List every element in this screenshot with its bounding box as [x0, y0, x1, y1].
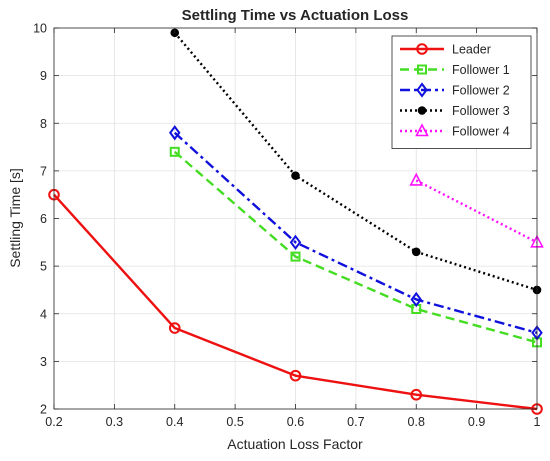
y-tick-label: 3	[40, 355, 47, 369]
data-point-leader	[289, 369, 302, 382]
legend-label: Follower 3	[452, 104, 510, 118]
series-follower-1	[169, 146, 542, 348]
legend-marker	[415, 123, 429, 137]
ticks: 0.2 0.3 0.4 0.5 0.6 0.7 0.8 0.9 1 2 3 4 5 6 7 8 9 10	[33, 22, 540, 430]
x-tick-label: 1	[534, 415, 541, 429]
legend-entry-follower-2: Follower 2	[400, 82, 510, 98]
chart-title: Settling Time vs Actuation Loss	[182, 7, 409, 24]
series-line-follower-1	[173, 150, 538, 344]
legend-entry-follower-4: Follower 4	[400, 123, 510, 139]
y-tick-label: 10	[33, 22, 47, 36]
data-point-follower-2	[289, 234, 302, 250]
y-tick-label: 5	[40, 260, 47, 274]
data-point-follower-1	[290, 251, 301, 262]
legend: Leader Follower 1 Follower 2 Follower 3 Foll…	[391, 35, 532, 149]
y-tick-label: 9	[40, 69, 47, 83]
y-tick-label: 2	[40, 403, 47, 417]
legend-marker	[416, 82, 428, 98]
legend-label: Follower 4	[452, 125, 510, 139]
legend-label: Leader	[452, 43, 491, 57]
data-point-follower-4	[409, 172, 424, 186]
x-tick-label: 0.5	[226, 415, 243, 429]
data-point-follower-3	[291, 171, 300, 180]
data-point-follower-3	[411, 247, 421, 257]
legend-entry-follower-1: Follower 1	[400, 63, 510, 77]
y-axis-label: Settling Time [s]	[7, 168, 23, 268]
series-line-follower-2	[173, 131, 538, 334]
x-axis-label: Actuation Loss Factor	[227, 436, 363, 452]
x-tick-label: 0.8	[408, 415, 425, 429]
legend-label: Follower 2	[452, 84, 510, 98]
y-tick-label: 8	[40, 117, 47, 131]
data-point-follower-2	[168, 125, 181, 141]
legend-label: Follower 1	[452, 63, 510, 77]
x-tick-label: 0.6	[287, 415, 304, 429]
legend-entry-follower-3: Follower 3	[400, 104, 510, 118]
x-tick-label: 0.4	[166, 415, 183, 429]
data-point-follower-2	[410, 291, 422, 308]
legend-marker	[417, 106, 427, 115]
x-tick-label: 0.3	[106, 415, 123, 429]
legend-marker	[417, 64, 427, 75]
x-tick-label: 0.7	[347, 415, 364, 429]
legend-box	[391, 35, 532, 149]
y-tick-label: 4	[40, 307, 47, 321]
data-point-follower-1	[169, 146, 180, 157]
y-tick-label: 6	[40, 212, 47, 226]
legend-marker	[416, 43, 428, 55]
series-line-leader	[53, 193, 538, 411]
legend-entry-leader: Leader	[400, 43, 491, 57]
x-tick-label: 0.9	[468, 415, 485, 429]
data-point-leader	[410, 388, 423, 401]
data-point-leader	[168, 322, 181, 334]
x-tick-label: 0.2	[45, 415, 62, 429]
y-tick-label: 7	[40, 164, 47, 178]
